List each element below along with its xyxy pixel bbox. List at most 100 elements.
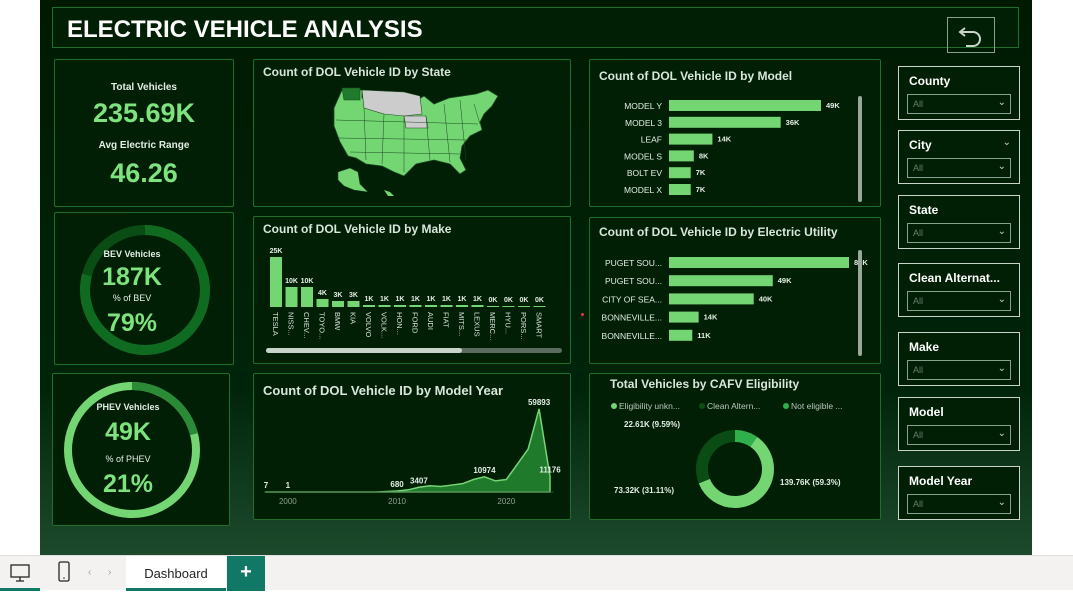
make-tick-label: FIAT	[442, 312, 451, 328]
title-bar: ELECTRIC VEHICLE ANALYSIS	[52, 7, 1019, 53]
slicer-clean-alternat[interactable]: Clean Alternat... All ⌄	[898, 263, 1020, 317]
bar	[669, 133, 713, 145]
make-scrollbar-thumb	[266, 348, 462, 353]
make-chart-panel[interactable]: Count of DOL Vehicle ID by Make 25K TESLA…	[253, 216, 571, 364]
desktop-view-icon[interactable]	[0, 556, 40, 591]
model-year-point-label: 680	[390, 480, 404, 489]
make-tick-label: VOLVO	[364, 312, 373, 337]
make-tick-label: BMW	[333, 312, 342, 331]
make-bar-label: 0K	[520, 297, 529, 304]
slicer-label: Model	[909, 405, 944, 419]
make-bar-label: 1K	[365, 296, 374, 303]
utility-chart-panel[interactable]: Count of DOL Vehicle ID by Electric Util…	[589, 217, 881, 364]
make-tick-label: VOLK...	[380, 312, 389, 338]
bar	[669, 116, 781, 128]
model-year-area-chart: 7 1 680 3407 10974 59893 11176 2000 2010 2020	[264, 398, 561, 506]
slicer-model-year[interactable]: Model Year All ⌄	[898, 466, 1020, 520]
phev-card[interactable]: PHEV Vehicles 49K % of PHEV 21%	[52, 373, 230, 526]
donut-slice	[696, 430, 774, 508]
model-year-point-label: 7	[264, 481, 269, 490]
slicer-value: All	[913, 499, 924, 509]
make-bar	[363, 305, 375, 307]
bev-value: 187K	[102, 263, 162, 291]
make-tick-label: TOYO...	[318, 312, 327, 339]
slicer-county[interactable]: County All ⌄	[898, 66, 1020, 120]
model-year-point-label: 3407	[410, 476, 428, 485]
slicer-label: City	[909, 138, 932, 152]
make-bar-label: 0K	[535, 297, 544, 304]
model-chart-title: Count of DOL Vehicle ID by Model	[599, 69, 793, 83]
make-tick-label: MITS...	[457, 312, 466, 336]
us-map-hawaii	[384, 190, 394, 196]
model-year-area	[265, 408, 551, 493]
donut-label: 139.76K (59.3%)	[780, 478, 841, 487]
make-bar-label: 1K	[442, 296, 451, 303]
state-map-panel[interactable]: Count of DOL Vehicle ID by State	[253, 59, 571, 207]
slicer-dropdown[interactable]: All ⌄	[907, 494, 1011, 514]
legend-label: Clean Altern...	[707, 401, 760, 411]
bev-pct-label: % of BEV	[112, 293, 152, 303]
model-chart-panel[interactable]: Count of DOL Vehicle ID by Model MODEL Y…	[589, 59, 881, 207]
slicer-label: Make	[909, 340, 940, 354]
add-page-button[interactable]: +	[227, 556, 265, 591]
model-year-point-label: 10974	[473, 466, 496, 475]
bar-category-label: MODEL X	[624, 185, 662, 195]
slicer-city[interactable]: City ⌄ All ⌄	[898, 130, 1020, 184]
bev-card[interactable]: BEV Vehicles 187K % of BEV 79%	[54, 212, 234, 365]
donut-slice	[696, 430, 774, 508]
bar	[669, 275, 773, 287]
slicer-make[interactable]: Make All ⌄	[898, 332, 1020, 386]
slicer-dropdown[interactable]: All ⌄	[907, 158, 1011, 178]
utility-scrollbar[interactable]	[858, 250, 862, 356]
slicer-dropdown[interactable]: All ⌄	[907, 291, 1011, 311]
phev-progress-arc	[64, 382, 200, 518]
cafv-donut-chart: Eligibility unkn... Clean Altern... Not el…	[611, 401, 843, 508]
x-tick-label: 2020	[497, 497, 515, 506]
phev-pct-value: 21%	[102, 470, 154, 498]
model-year-chart-panel[interactable]: Count of DOL Vehicle ID by Model Year 7 1…	[253, 373, 571, 520]
make-bar	[347, 301, 360, 307]
avg-range-label: Avg Electric Range	[98, 140, 190, 151]
chevron-down-icon[interactable]: ⌄	[1002, 137, 1011, 148]
bar-category-label: MODEL Y	[624, 101, 662, 111]
bar	[669, 293, 754, 305]
slicer-model[interactable]: Model All ⌄	[898, 397, 1020, 451]
avg-range-value: 46.26	[110, 158, 178, 188]
undo-arrow-icon[interactable]	[947, 17, 995, 53]
kpi-card[interactable]: Total Vehicles 235.69K Avg Electric Rang…	[54, 59, 234, 207]
slicer-dropdown[interactable]: All ⌄	[907, 223, 1011, 243]
chevron-down-icon: ⌄	[997, 161, 1006, 172]
us-map-no-data-states	[361, 89, 423, 117]
cafv-chart-panel[interactable]: Total Vehicles by CAFV Eligibility Eligi…	[589, 373, 881, 520]
slicer-state[interactable]: State All ⌄	[898, 195, 1020, 249]
slicer-dropdown[interactable]: All ⌄	[907, 94, 1011, 114]
bev-label: BEV Vehicles	[103, 249, 161, 259]
tab-dashboard[interactable]: Dashboard	[126, 556, 226, 591]
mobile-view-icon[interactable]	[44, 556, 84, 591]
bar-value-label: 36K	[786, 118, 800, 127]
canvas-margin	[1032, 0, 1073, 555]
bar	[669, 329, 693, 341]
model-scrollbar[interactable]	[858, 96, 862, 202]
donut-label: 22.61K (9.59%)	[624, 420, 680, 429]
chevron-right-icon[interactable]: ›	[108, 567, 112, 578]
chevron-down-icon: ⌄	[997, 428, 1006, 439]
bev-pct-value: 79%	[106, 309, 158, 337]
make-bar	[471, 305, 484, 307]
chevron-left-icon[interactable]: ‹	[88, 567, 92, 578]
slicer-dropdown[interactable]: All ⌄	[907, 360, 1011, 380]
us-map-no-data-states-2	[403, 115, 429, 129]
slicer-label: Clean Alternat...	[909, 271, 1000, 285]
make-tick-label: AUDI	[426, 312, 435, 330]
make-tick-label: HYU...	[504, 312, 513, 334]
slicer-dropdown[interactable]: All ⌄	[907, 425, 1011, 445]
make-bar	[378, 305, 391, 307]
bar-category-label: PUGET SOU...	[605, 258, 662, 268]
bar-category-label: BOLT EV	[627, 168, 662, 178]
legend-label: Not eligible ...	[791, 401, 843, 411]
bar-category-label: MODEL S	[624, 151, 662, 161]
slicer-label: Model Year	[909, 474, 973, 488]
make-bar-label: 1K	[427, 296, 436, 303]
make-bar	[425, 305, 437, 307]
x-tick-label: 2000	[279, 497, 297, 506]
